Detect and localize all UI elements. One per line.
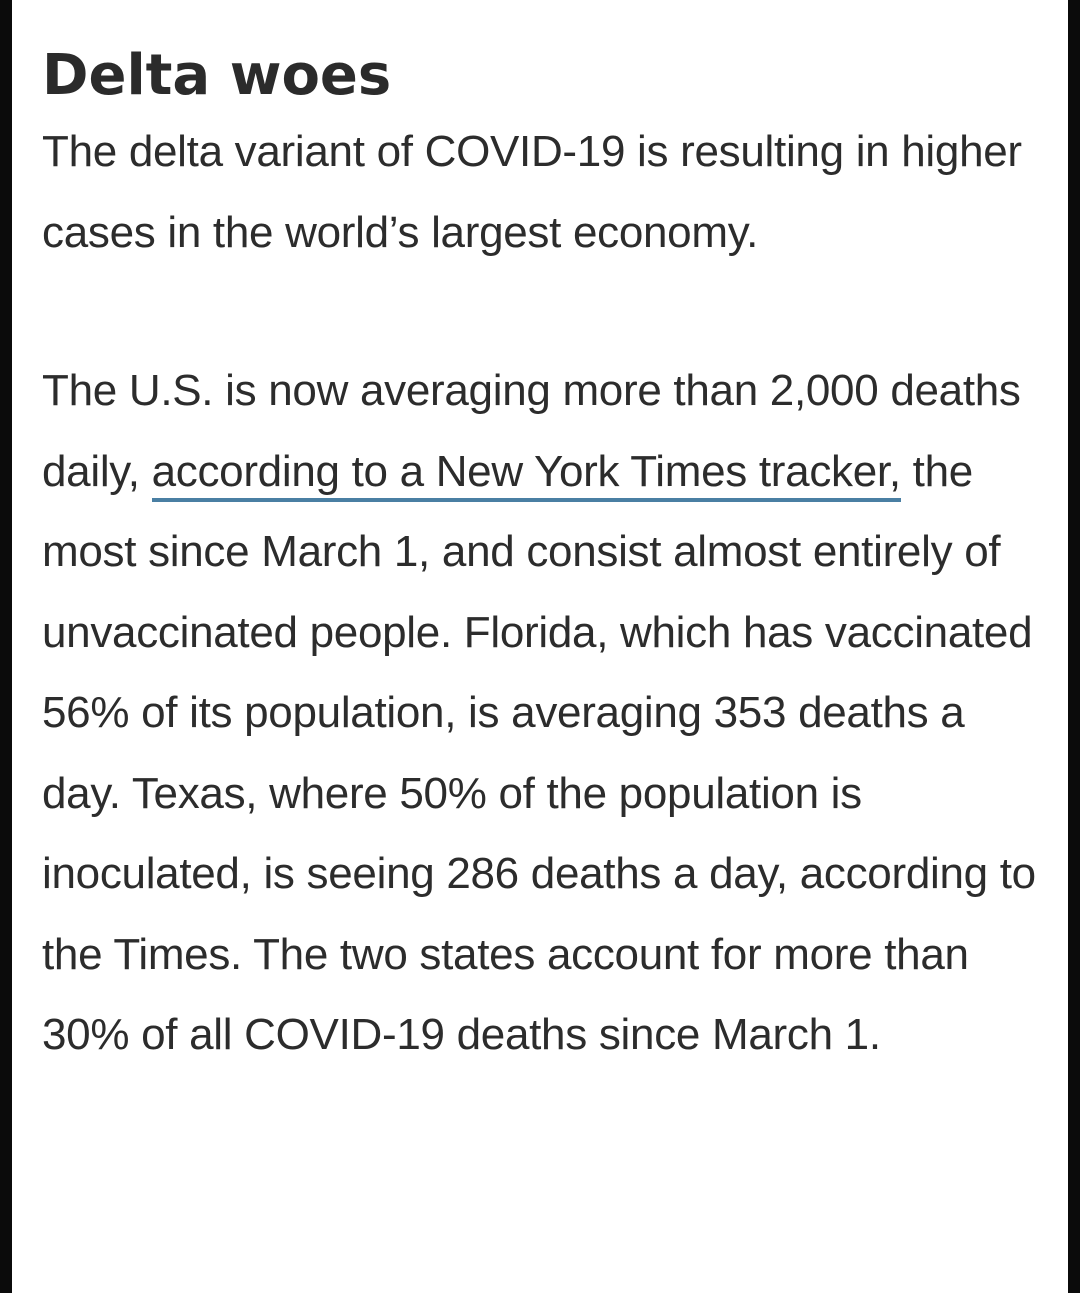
body-text-before-link: The U.S. is now averaging more than 2,00… xyxy=(42,366,1021,496)
paragraph-spacer xyxy=(42,273,1042,351)
section-heading: Delta woes xyxy=(42,43,392,108)
intro-paragraph: The delta variant of COVID-19 is resulti… xyxy=(42,127,1022,257)
article-page: Delta woes The delta variant of COVID-19… xyxy=(12,0,1068,1293)
body-paragraph: The U.S. is now averaging more than 2,00… xyxy=(42,351,1042,1076)
nyt-tracker-link[interactable]: according to a New York Times tracker, xyxy=(151,446,901,502)
article-content: Delta woes The delta variant of COVID-19… xyxy=(42,38,1042,1076)
body-text-after-link: the most since March 1, and consist almo… xyxy=(42,446,1036,1060)
